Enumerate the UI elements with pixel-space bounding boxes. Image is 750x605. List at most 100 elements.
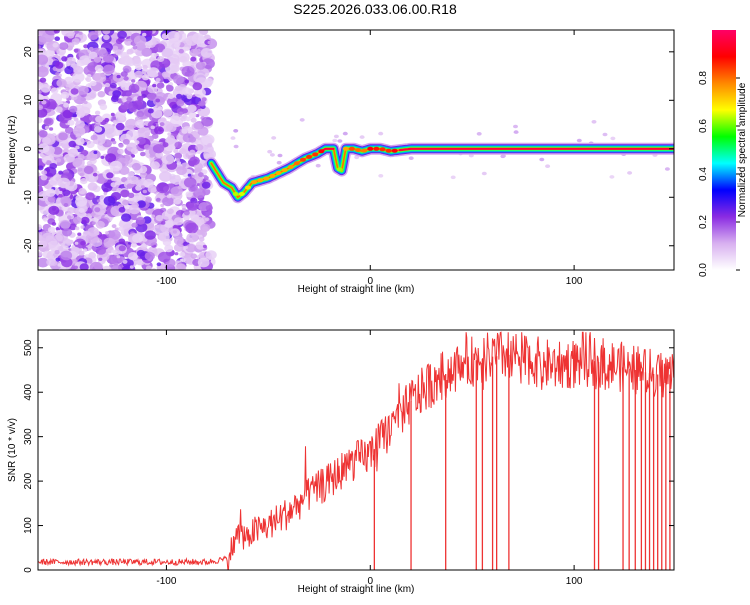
noise-blob [60, 91, 70, 99]
noise-blob [90, 80, 97, 87]
ridge-blob [281, 168, 288, 173]
noise-blob [159, 122, 165, 127]
noise-blob [184, 79, 190, 84]
noise-blob [132, 162, 141, 171]
noise-blob [60, 220, 71, 229]
ridge-blob [361, 148, 368, 153]
noise-blob [131, 79, 136, 83]
snr-frame [37, 329, 675, 571]
y-tick-label: 400 [23, 383, 34, 400]
noise-blob [184, 46, 190, 52]
noise-blob [118, 222, 124, 227]
colorbar-tick-label: 0.0 [698, 263, 709, 277]
noise-blob [75, 137, 85, 146]
noise-blob [98, 49, 108, 58]
noise-blob [138, 66, 143, 70]
noise-blob [151, 214, 156, 218]
noise-blob [77, 232, 82, 236]
noise-blob [149, 154, 154, 158]
noise-blob [75, 196, 88, 207]
noise-blob [86, 73, 92, 79]
noise-blob [70, 88, 79, 95]
noise-blob [67, 215, 72, 220]
noise-blob [117, 148, 124, 155]
noise-blob [155, 214, 164, 222]
noise-blob [185, 116, 191, 122]
noise-blob [93, 56, 102, 63]
ridge-blob [263, 176, 270, 181]
noise-blob [115, 114, 125, 122]
noise-blob [230, 136, 236, 140]
noise-blob [41, 137, 51, 145]
y-tick-label: 0 [23, 146, 34, 152]
y-tick-label: 100 [23, 517, 34, 534]
noise-blob [152, 123, 157, 127]
noise-blob [120, 55, 133, 66]
noise-blob [123, 76, 129, 81]
noise-blob [38, 54, 49, 65]
noise-blob [62, 109, 73, 119]
noise-blob [198, 172, 204, 178]
noise-blob [179, 108, 184, 112]
noise-blob [408, 156, 414, 160]
noise-blob [68, 223, 77, 231]
noise-blob [92, 221, 96, 225]
colorbar-label: Normalized spectral amplitude [737, 82, 748, 217]
noise-blob [92, 172, 98, 177]
noise-blob [67, 32, 75, 39]
noise-blob [95, 220, 105, 229]
y-tick-label: 10 [23, 94, 34, 106]
noise-blob [72, 157, 85, 168]
noise-blob [315, 163, 321, 168]
noise-blob [576, 138, 582, 143]
noise-blob [83, 165, 94, 175]
noise-blob [164, 244, 174, 253]
noise-blob [177, 185, 182, 190]
noise-blob [117, 30, 127, 39]
noise-blob [142, 64, 148, 70]
noise-blob [271, 136, 277, 140]
x-tick-label: -100 [156, 576, 176, 587]
noise-blob [63, 203, 69, 207]
noise-blob [187, 202, 198, 211]
noise-blob [46, 258, 55, 266]
noise-blob [85, 140, 95, 149]
noise-blob [332, 138, 338, 143]
noise-blob [205, 250, 217, 260]
noise-blob [152, 38, 161, 45]
noise-blob [71, 38, 80, 45]
noise-blob [75, 145, 80, 150]
colorbar-tick-label: 0.8 [698, 71, 709, 85]
noise-blob [188, 111, 197, 119]
noise-blob [269, 153, 275, 157]
noise-blob [103, 192, 108, 196]
noise-blob [162, 196, 174, 207]
noise-blob [166, 208, 174, 215]
noise-blob [131, 242, 138, 248]
noise-blob [135, 180, 143, 187]
noise-blob [173, 236, 184, 245]
noise-blob [193, 121, 203, 130]
noise-blob [101, 182, 113, 192]
noise-blob [175, 174, 181, 180]
noise-blob [205, 205, 213, 211]
noise-blob [155, 197, 161, 202]
noise-blob [159, 171, 172, 182]
snr-y-label: SNR (10 * v/v) [7, 418, 18, 482]
noise-blob [73, 216, 82, 224]
noise-blob [78, 250, 85, 256]
noise-blob [58, 42, 69, 50]
ridge-blob [373, 146, 380, 151]
noise-blob [173, 75, 185, 85]
noise-blob [96, 199, 101, 203]
noise-blob [115, 180, 121, 186]
noise-blob [183, 177, 197, 188]
noise-blob [110, 182, 117, 188]
noise-blob [80, 178, 88, 185]
noise-blob [142, 87, 147, 91]
noise-blob [147, 93, 156, 101]
noise-blob [157, 72, 162, 76]
noise-blob [49, 163, 57, 170]
noise-blob [153, 224, 167, 235]
